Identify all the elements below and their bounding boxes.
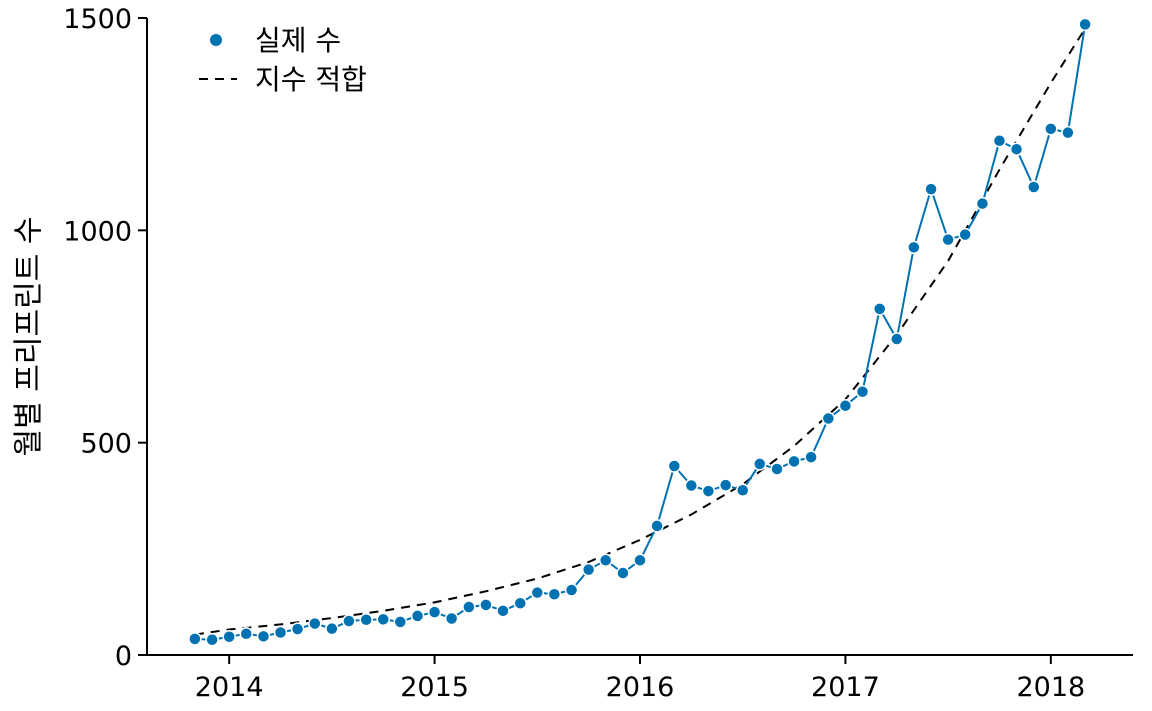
y-tick-label: 1500 bbox=[63, 4, 132, 35]
x-tick-label: 2018 bbox=[1016, 672, 1085, 703]
data-point bbox=[650, 519, 664, 533]
data-point bbox=[958, 227, 972, 242]
data-point bbox=[924, 182, 938, 196]
x-tick-label: 2017 bbox=[811, 672, 880, 703]
data-point bbox=[598, 553, 613, 568]
data-point bbox=[325, 621, 339, 636]
data-point bbox=[838, 398, 853, 413]
data-point bbox=[718, 478, 733, 492]
x-ticks: 2014 2015 2016 2017 2018 bbox=[195, 655, 1085, 703]
data-point bbox=[462, 600, 476, 614]
data-point bbox=[496, 604, 510, 618]
data-point bbox=[616, 566, 630, 580]
data-point bbox=[308, 616, 322, 631]
data-point bbox=[1009, 142, 1024, 156]
y-axis-title: 월별 프리프린트 수 bbox=[12, 217, 47, 457]
y-tick-label: 0 bbox=[115, 641, 132, 672]
data-point bbox=[770, 462, 784, 476]
data-point bbox=[872, 302, 887, 316]
data-point bbox=[821, 411, 836, 426]
data-point bbox=[393, 615, 408, 629]
y-tick-label: 1000 bbox=[63, 216, 132, 247]
legend: 실제 수 지수 적합 bbox=[199, 24, 367, 96]
data-point bbox=[222, 629, 236, 644]
data-point bbox=[890, 332, 904, 346]
data-point bbox=[290, 622, 305, 636]
data-point bbox=[804, 450, 818, 464]
data-point bbox=[188, 632, 202, 646]
data-point bbox=[479, 598, 493, 612]
y-ticks: 0 500 1000 1500 bbox=[63, 4, 147, 672]
data-point bbox=[1078, 17, 1092, 32]
data-point bbox=[256, 629, 271, 644]
data-point bbox=[1027, 180, 1041, 194]
data-point bbox=[376, 612, 390, 627]
data-point bbox=[530, 585, 545, 600]
data-point bbox=[735, 483, 750, 497]
data-point bbox=[342, 614, 356, 628]
y-tick-label: 500 bbox=[80, 429, 132, 460]
data-point bbox=[633, 553, 647, 568]
data-point bbox=[667, 459, 682, 473]
data-point bbox=[410, 609, 425, 623]
data-point bbox=[907, 240, 921, 255]
data-point bbox=[787, 454, 801, 469]
x-tick-label: 2014 bbox=[195, 672, 264, 703]
data-point bbox=[992, 133, 1007, 148]
data-point bbox=[444, 611, 459, 626]
data-point bbox=[547, 587, 562, 602]
x-tick-label: 2015 bbox=[400, 672, 469, 703]
data-point bbox=[427, 605, 442, 619]
x-tick-label: 2016 bbox=[606, 672, 675, 703]
legend-label-actual: 실제 수 bbox=[255, 24, 341, 57]
series-line-actual bbox=[194, 24, 1087, 641]
series-line-fit bbox=[194, 28, 1086, 636]
legend-marker-actual bbox=[210, 34, 222, 46]
data-point bbox=[1061, 125, 1075, 140]
data-point bbox=[1044, 122, 1058, 136]
data-point bbox=[581, 562, 596, 577]
data-point bbox=[513, 596, 527, 610]
data-point bbox=[975, 196, 990, 211]
legend-label-fit: 지수 적합 bbox=[255, 63, 367, 96]
data-point bbox=[205, 632, 219, 647]
data-point bbox=[273, 625, 288, 640]
data-point bbox=[753, 457, 767, 471]
plot-area bbox=[188, 17, 1092, 647]
data-point bbox=[855, 384, 870, 399]
data-point bbox=[684, 478, 699, 493]
data-point bbox=[359, 613, 373, 627]
data-point bbox=[239, 627, 253, 641]
data-point bbox=[941, 232, 955, 247]
data-point bbox=[564, 583, 579, 597]
data-point bbox=[701, 484, 716, 498]
